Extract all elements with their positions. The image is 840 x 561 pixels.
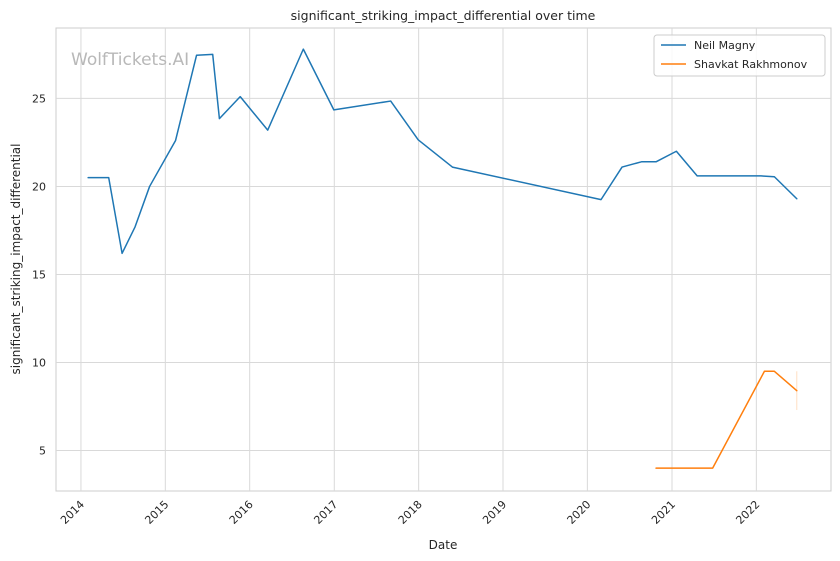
y-tick-label: 15 <box>32 268 46 281</box>
series-lines <box>87 48 798 469</box>
y-axis-title: significant_striking_impact_differential <box>9 144 23 375</box>
series-line-neil-magny <box>87 48 798 255</box>
plot-area <box>55 27 832 492</box>
legend-label-shavkat-rakhmonov: Shavkat Rakhmonov <box>694 58 808 71</box>
x-axis-title: Date <box>429 538 458 552</box>
y-axis-ticks: 5 10 15 20 25 <box>32 92 46 457</box>
legend: Neil Magny Shavkat Rakhmonov <box>653 34 826 77</box>
chart-title: significant_striking_impact_differential… <box>291 8 596 23</box>
y-tick-label: 20 <box>32 180 46 193</box>
y-tick-label: 25 <box>32 92 46 105</box>
watermark: WolfTickets.AI <box>71 50 189 70</box>
series-line-shavkat-rakhmonov <box>655 370 798 469</box>
y-tick-label: 10 <box>32 356 46 369</box>
y-tick-label: 5 <box>39 445 46 458</box>
legend-label-neil-magny: Neil Magny <box>694 39 756 52</box>
legend-box <box>653 34 826 77</box>
gridlines <box>56 28 831 491</box>
